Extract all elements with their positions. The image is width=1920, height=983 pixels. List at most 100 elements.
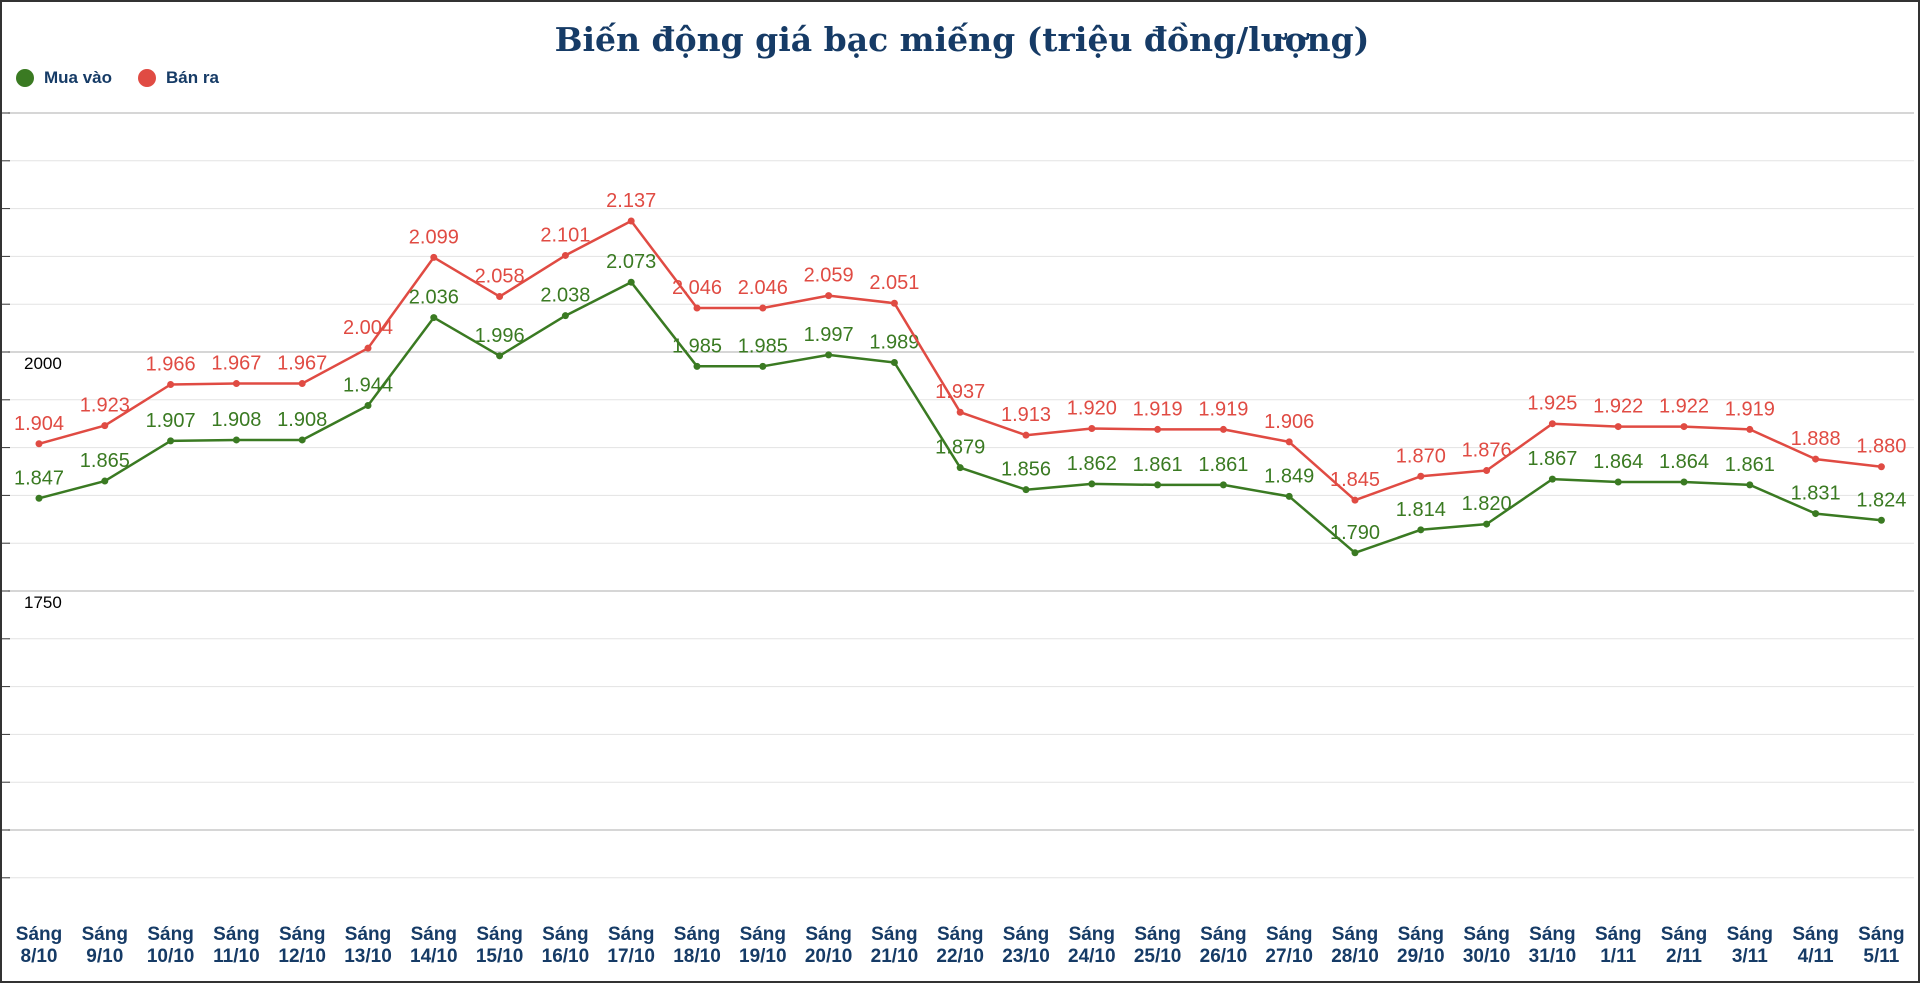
data-point-mua-vao: [1548, 475, 1556, 483]
data-point-ban-ra: [1219, 425, 1227, 433]
legend-item-mua-vao: Mua vào: [16, 68, 112, 88]
x-tick-label: Sáng 24/10: [1068, 924, 1116, 967]
data-point-mua-vao: [1154, 481, 1162, 489]
data-point-mua-vao: [1483, 520, 1491, 528]
data-point-mua-vao: [1088, 480, 1096, 488]
data-label-ban-ra: 1.876: [1462, 440, 1512, 462]
data-point-ban-ra: [693, 304, 701, 312]
data-label-ban-ra: 1.870: [1396, 445, 1446, 467]
data-point-ban-ra: [101, 422, 109, 430]
data-label-ban-ra: 2.046: [672, 277, 722, 299]
data-point-ban-ra: [1812, 455, 1820, 463]
data-point-mua-vao: [1417, 526, 1425, 534]
data-label-ban-ra: 1.919: [1725, 398, 1775, 420]
data-label-mua-vao: 2.073: [606, 251, 656, 273]
data-label-mua-vao: 2.036: [409, 287, 459, 309]
data-label-mua-vao: 1.820: [1462, 493, 1512, 515]
data-label-ban-ra: 1.906: [1264, 411, 1314, 433]
data-label-mua-vao: 1.861: [1725, 454, 1775, 476]
data-label-ban-ra: 1.845: [1330, 469, 1380, 491]
x-tick-label: Sáng 21/10: [871, 924, 919, 967]
data-point-mua-vao: [1219, 481, 1227, 489]
x-tick-label: Sáng 8/10: [16, 924, 62, 967]
data-point-mua-vao: [496, 352, 504, 360]
data-point-mua-vao: [890, 359, 898, 367]
data-point-ban-ra: [1088, 424, 1096, 432]
data-label-ban-ra: 1.920: [1067, 397, 1117, 419]
data-point-mua-vao: [167, 437, 175, 445]
data-label-mua-vao: 1.831: [1791, 483, 1841, 505]
data-point-mua-vao: [1351, 549, 1359, 557]
data-label-mua-vao: 1.865: [80, 450, 130, 472]
legend-swatch-ban-ra: [138, 69, 157, 87]
x-tick-label: Sáng 4/11: [1792, 924, 1838, 967]
data-point-ban-ra: [364, 344, 372, 352]
data-point-ban-ra: [1483, 467, 1491, 475]
data-point-mua-vao: [956, 464, 964, 472]
data-label-ban-ra: 2.004: [343, 317, 393, 339]
data-label-mua-vao: 1.985: [672, 335, 722, 357]
x-tick-label: Sáng 31/10: [1529, 924, 1577, 967]
data-point-mua-vao: [430, 314, 438, 322]
data-label-ban-ra: 1.922: [1659, 396, 1709, 418]
data-label-ban-ra: 1.888: [1791, 428, 1841, 450]
data-label-mua-vao: 2.038: [540, 285, 590, 307]
x-tick-label: Sáng 15/10: [476, 924, 524, 967]
data-point-mua-vao: [101, 477, 109, 485]
data-label-mua-vao: 1.989: [869, 332, 919, 354]
data-point-mua-vao: [561, 312, 569, 320]
data-point-ban-ra: [167, 381, 175, 389]
data-point-ban-ra: [1417, 472, 1425, 480]
x-tick-label: Sáng 23/10: [1002, 924, 1050, 967]
x-tick-label: Sáng 2/11: [1661, 924, 1707, 967]
data-point-ban-ra: [825, 292, 833, 300]
data-label-mua-vao: 1.907: [146, 410, 196, 432]
data-label-ban-ra: 2.046: [738, 277, 788, 299]
data-label-ban-ra: 2.101: [540, 224, 590, 246]
x-tick-label: Sáng 14/10: [410, 924, 458, 967]
data-label-ban-ra: 1.904: [14, 413, 64, 435]
legend-item-ban-ra: Bán ra: [138, 68, 219, 88]
data-point-ban-ra: [956, 408, 964, 416]
data-label-ban-ra: 2.137: [606, 190, 656, 212]
y-tick-label: 1750: [24, 593, 62, 612]
data-label-mua-vao: 1.985: [738, 335, 788, 357]
x-tick-label: Sáng 11/10: [213, 924, 260, 967]
data-label-mua-vao: 1.861: [1133, 454, 1183, 476]
data-point-mua-vao: [825, 351, 833, 359]
x-tick-label: Sáng 29/10: [1397, 924, 1445, 967]
data-label-mua-vao: 1.996: [475, 325, 525, 347]
data-label-mua-vao: 1.856: [1001, 459, 1051, 481]
data-label-ban-ra: 2.051: [869, 272, 919, 294]
data-label-mua-vao: 1.879: [935, 437, 985, 459]
data-point-ban-ra: [561, 251, 569, 259]
data-point-mua-vao: [364, 402, 372, 410]
data-label-ban-ra: 1.919: [1133, 398, 1183, 420]
data-point-mua-vao: [1680, 478, 1688, 486]
data-label-ban-ra: 1.966: [146, 354, 196, 376]
data-point-ban-ra: [890, 299, 898, 307]
data-label-mua-vao: 1.862: [1067, 453, 1117, 475]
data-label-mua-vao: 1.864: [1593, 451, 1643, 473]
data-label-mua-vao: 1.824: [1856, 489, 1906, 511]
data-point-ban-ra: [298, 380, 306, 388]
data-label-mua-vao: 1.849: [1264, 465, 1314, 487]
legend-label-mua-vao: Mua vào: [44, 68, 113, 87]
data-label-ban-ra: 1.937: [935, 381, 985, 403]
x-tick-label: Sáng 26/10: [1200, 924, 1248, 967]
data-label-ban-ra: 2.059: [804, 265, 854, 287]
data-point-mua-vao: [1285, 492, 1293, 500]
data-label-mua-vao: 1.814: [1396, 499, 1446, 521]
data-point-mua-vao: [35, 494, 43, 502]
data-label-mua-vao: 1.908: [211, 409, 261, 431]
x-tick-label: Sáng 19/10: [739, 924, 787, 967]
data-point-mua-vao: [627, 278, 635, 286]
data-label-ban-ra: 1.880: [1856, 436, 1906, 458]
data-point-ban-ra: [1285, 438, 1293, 446]
y-tick-label: 2000: [24, 354, 62, 373]
x-tick-label: Sáng 5/11: [1858, 924, 1904, 967]
x-tick-label: Sáng 10/10: [147, 924, 195, 967]
x-tick-label: Sáng 18/10: [673, 924, 721, 967]
data-point-ban-ra: [627, 217, 635, 225]
